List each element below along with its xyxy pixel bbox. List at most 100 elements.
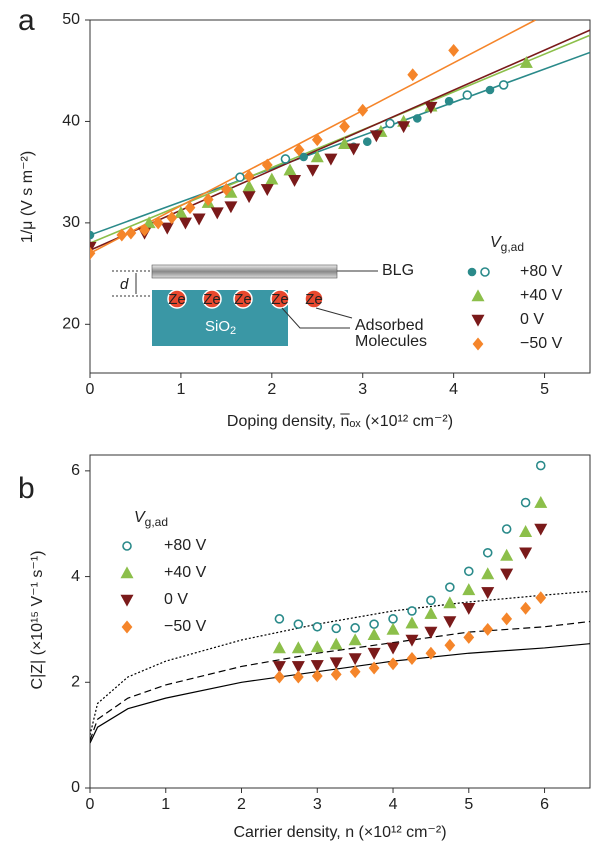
marker (443, 596, 457, 609)
marker (178, 217, 192, 230)
leader (315, 307, 353, 319)
plot-frame (89, 19, 591, 374)
marker (388, 614, 398, 624)
marker (386, 642, 400, 655)
marker (462, 90, 473, 100)
marker (235, 172, 245, 183)
marker (482, 622, 494, 636)
marker (242, 191, 256, 204)
marker (306, 164, 320, 177)
marker (125, 226, 137, 240)
marker (357, 103, 369, 117)
y-tick-label: 50 (62, 11, 80, 28)
legend-label: 0 V (520, 311, 544, 328)
marker (90, 246, 96, 260)
marker (444, 96, 454, 106)
marker (369, 130, 383, 143)
leader (281, 307, 350, 329)
legend-label: −50 V (164, 618, 207, 635)
marker (407, 68, 419, 82)
marker (120, 594, 134, 607)
marker (283, 163, 297, 176)
marker (260, 184, 274, 197)
plot-area (90, 20, 590, 260)
marker (500, 548, 514, 561)
marker (291, 641, 305, 654)
marker (534, 523, 548, 536)
marker (520, 601, 531, 615)
legend-title-sub: g,ad (501, 240, 524, 254)
x-tick-label: 0 (86, 796, 95, 813)
x-tick-label: 4 (449, 381, 458, 398)
y-tick-label: 6 (71, 462, 80, 479)
marker (329, 657, 343, 670)
y-tick-label: 20 (62, 316, 80, 333)
y-tick-label: 0 (71, 779, 80, 796)
marker (467, 267, 477, 277)
marker (310, 150, 324, 163)
marker (261, 158, 273, 172)
marker (184, 201, 196, 215)
marker (535, 591, 547, 605)
legend-label: 0 V (164, 591, 188, 608)
legend-title-main: V (134, 509, 146, 526)
y-tick-label: 4 (71, 568, 80, 585)
marker (166, 211, 178, 225)
marker (292, 670, 304, 684)
marker (405, 634, 419, 647)
molecule (202, 289, 222, 309)
x-tick-label: 1 (161, 796, 170, 813)
marker (120, 566, 134, 579)
x-tick-label: 6 (540, 796, 549, 813)
legend-title: Vg,ad (134, 509, 168, 529)
marker (385, 118, 395, 129)
marker (121, 620, 133, 634)
marker (387, 657, 399, 671)
blg-layer (151, 264, 338, 279)
molecule (167, 289, 187, 309)
marker (405, 616, 419, 629)
molecule (233, 289, 253, 309)
fit-line (90, 20, 536, 255)
marker (471, 314, 485, 327)
marker (293, 619, 304, 629)
marker (471, 289, 485, 302)
inset-label: Adsorbed (355, 317, 424, 334)
y-axis-label: 1/μ (V s m⁻²) (19, 151, 36, 243)
marker (288, 174, 302, 187)
marker (424, 606, 438, 619)
marker (535, 460, 546, 471)
molecule-label: Ze (234, 291, 252, 308)
marker (274, 670, 285, 684)
legend-title-sub: g,ad (145, 515, 168, 529)
legend-title-main: V (490, 234, 502, 251)
marker (192, 213, 206, 226)
marker (448, 43, 460, 57)
marker (329, 637, 343, 650)
molecule (270, 289, 290, 309)
gap-label: d (120, 276, 129, 293)
marker (339, 120, 350, 133)
marker (397, 121, 411, 134)
marker (347, 143, 361, 156)
marker (519, 55, 533, 68)
marker (424, 626, 438, 639)
marker (202, 193, 214, 207)
marker (265, 172, 279, 185)
legend-title: Vg,ad (490, 234, 524, 254)
marker (472, 337, 484, 351)
marker (311, 133, 323, 147)
marker (160, 222, 174, 235)
marker (519, 547, 533, 560)
marker (481, 567, 495, 580)
marker (368, 661, 380, 675)
fit-line (90, 29, 590, 251)
marker (501, 612, 513, 626)
marker (425, 646, 437, 660)
x-axis-label: Doping density, n̅ₒₓ (×10¹² cm⁻²) (227, 412, 453, 430)
marker (90, 230, 95, 240)
marker (210, 207, 224, 220)
